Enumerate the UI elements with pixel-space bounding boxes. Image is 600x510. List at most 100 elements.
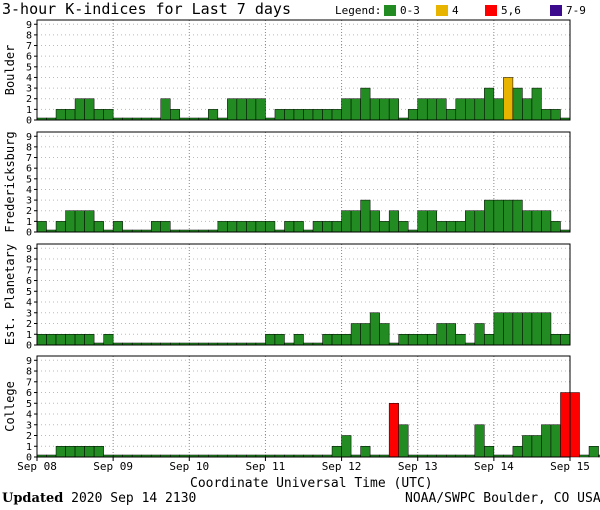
kp-bar <box>474 210 485 233</box>
kp-bar <box>388 403 399 458</box>
legend-label: Legend: <box>335 4 382 17</box>
y-tick-label: 6 <box>26 164 32 175</box>
kp-bar <box>388 98 399 121</box>
kp-bar <box>522 435 533 458</box>
kp-bar <box>436 221 447 233</box>
updated-timestamp: Updated 2020 Sep 14 2130 <box>2 491 196 506</box>
kp-bar <box>512 312 523 346</box>
y-tick-label: 0 <box>26 341 32 352</box>
kp-bar <box>341 98 352 121</box>
y-tick-label: 7 <box>26 265 32 276</box>
kp-bar <box>84 98 95 121</box>
y-tick-label: 0 <box>26 453 32 464</box>
station-label: Est. Planetary <box>3 244 17 345</box>
x-tick-label: Sep 09 <box>93 460 133 473</box>
legend-item-5-6: 5,6 <box>501 4 521 17</box>
kp-bar <box>65 109 76 121</box>
kp-bar <box>522 312 533 346</box>
kp-bar <box>293 221 304 233</box>
kp-bar <box>484 199 495 233</box>
y-tick-label: 0 <box>26 228 32 239</box>
kp-bar <box>170 109 181 121</box>
kp-bar <box>588 446 599 458</box>
kp-bar <box>484 334 495 346</box>
kp-bar <box>208 109 219 121</box>
kp-bar <box>103 109 114 121</box>
panel-frame <box>36 131 571 233</box>
updated-label: Updated <box>2 491 64 506</box>
kp-bar <box>550 334 561 346</box>
kp-bar <box>65 446 76 458</box>
y-tick-label: 4 <box>26 185 32 196</box>
kp-bar <box>436 98 447 121</box>
kp-bar <box>112 221 123 233</box>
x-tick-label: Sep 12 <box>322 460 362 473</box>
kp-bar <box>312 109 323 121</box>
kp-bar <box>36 334 47 346</box>
kp-bar <box>84 210 95 233</box>
y-tick-label: 6 <box>26 276 32 287</box>
y-tick-label: 8 <box>26 367 32 378</box>
kp-bar <box>150 221 161 233</box>
y-tick-label: 7 <box>26 377 32 388</box>
y-tick-label: 4 <box>26 298 32 309</box>
kp-bar <box>350 210 361 233</box>
kp-bar <box>474 424 485 458</box>
y-tick-label: 7 <box>26 41 32 52</box>
y-tick-label: 2 <box>26 431 32 442</box>
kp-bar <box>503 199 514 233</box>
kp-bar <box>398 424 409 458</box>
x-tick-label: Sep 11 <box>246 460 286 473</box>
kp-bar <box>541 109 552 121</box>
kp-bar <box>255 98 266 121</box>
x-axis-title: Coordinate Universal Time (UTC) <box>190 476 433 491</box>
kp-bar <box>484 446 495 458</box>
kp-bar <box>236 221 247 233</box>
kp-bar <box>341 210 352 233</box>
y-tick-label: 2 <box>26 206 32 217</box>
kp-bar <box>341 334 352 346</box>
y-tick-label: 9 <box>26 356 32 367</box>
chart-title: 3-hour K-indices for Last 7 days <box>2 0 291 18</box>
kp-bar <box>331 334 342 346</box>
kp-bar <box>84 446 95 458</box>
kp-bar <box>265 221 276 233</box>
y-tick-label: 3 <box>26 84 32 95</box>
kp-bar <box>474 323 485 346</box>
kp-bar <box>560 392 571 458</box>
kp-bar <box>522 210 533 233</box>
kp-bar <box>407 334 418 346</box>
y-tick-label: 8 <box>26 255 32 266</box>
panel-frame <box>36 19 571 121</box>
kp-bar <box>74 210 85 233</box>
kp-bar <box>293 334 304 346</box>
panel-frame <box>36 355 571 458</box>
kp-bar <box>227 98 238 121</box>
kp-bar <box>560 334 571 346</box>
kp-bar <box>379 98 390 121</box>
kp-bar <box>484 87 495 121</box>
station-label: Fredericksburg <box>3 131 17 232</box>
x-tick-label: Sep 08 <box>17 460 57 473</box>
y-tick-label: 4 <box>26 410 32 421</box>
kp-bar <box>474 98 485 121</box>
kp-bar <box>398 334 409 346</box>
kp-bar <box>550 221 561 233</box>
kp-bar <box>74 98 85 121</box>
kp-bar <box>360 323 371 346</box>
kp-bar <box>436 323 447 346</box>
y-tick-label: 9 <box>26 20 32 31</box>
kp-bar <box>360 446 371 458</box>
kp-bar <box>417 334 428 346</box>
kp-bar <box>426 210 438 233</box>
kp-bar <box>341 435 352 458</box>
kp-bar <box>55 221 66 233</box>
y-tick-label: 0 <box>26 116 32 127</box>
y-tick-label: 1 <box>26 330 32 341</box>
kp-bar <box>455 334 466 346</box>
kp-bar <box>246 98 257 121</box>
x-tick-label: Sep 15 <box>550 460 590 473</box>
kp-bar <box>55 109 66 121</box>
legend-item-0-3: 0-3 <box>400 4 420 17</box>
